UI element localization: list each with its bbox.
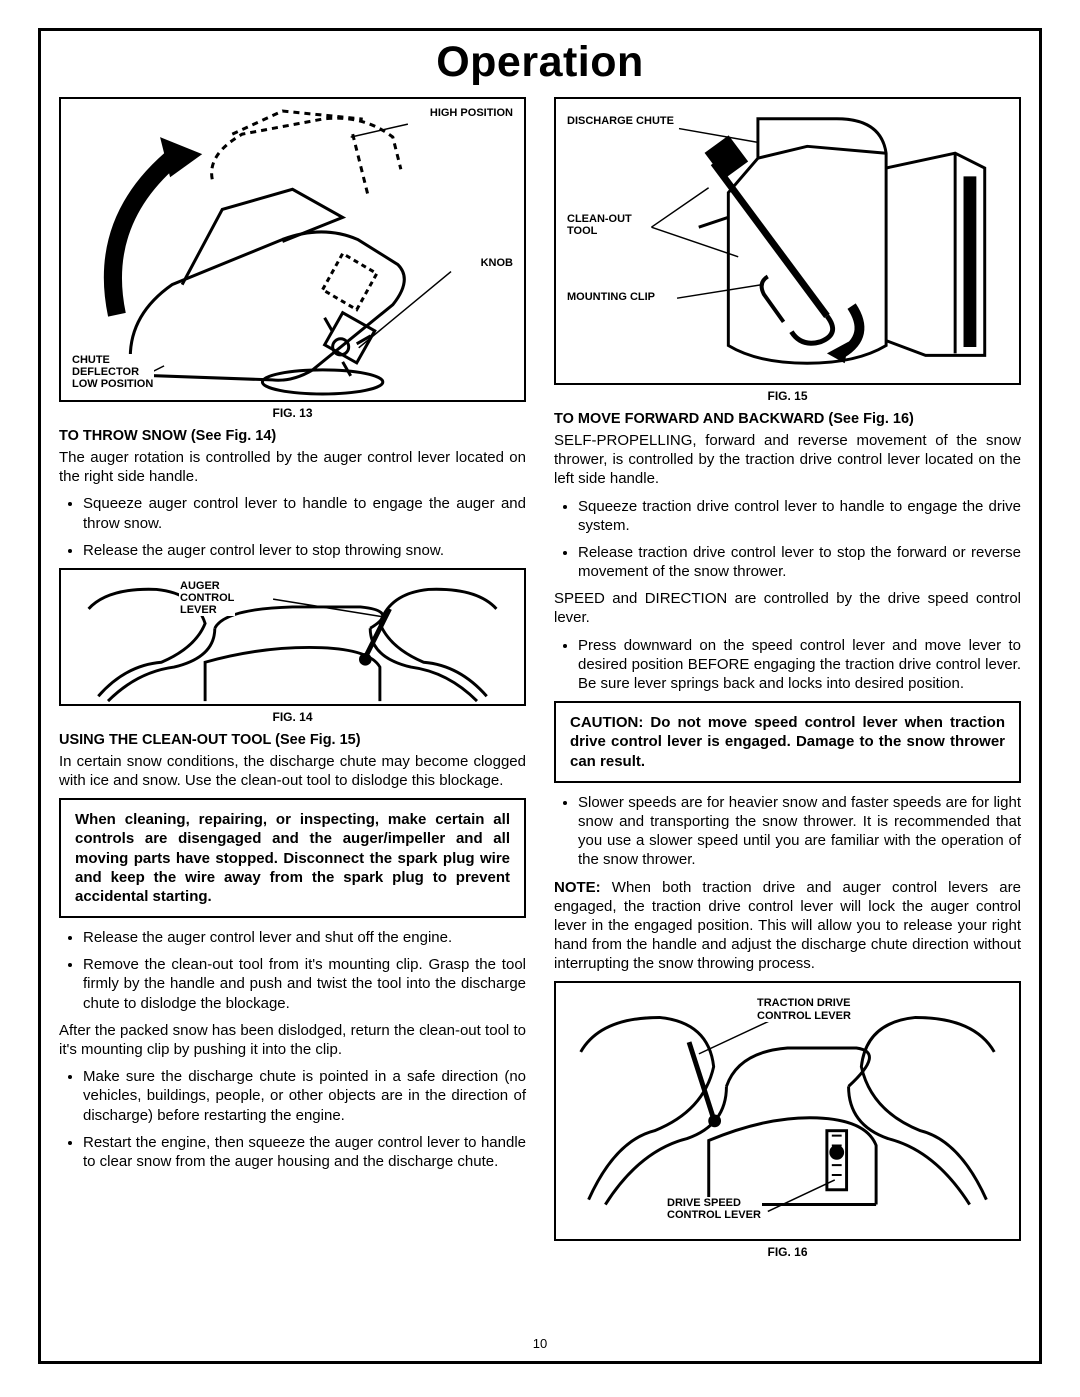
fig14-caption: FIG. 14 <box>59 710 526 725</box>
fig15-label-chute: DISCHARGE CHUTE <box>566 115 675 127</box>
fig13-label-knob: KNOB <box>480 257 514 269</box>
fig15-label-clip: MOUNTING CLIP <box>566 291 656 303</box>
fig16-caption: FIG. 16 <box>554 1245 1021 1260</box>
figure-14: AUGER CONTROL LEVER <box>59 568 526 706</box>
fig16-label-traction: TRACTION DRIVE CONTROL LEVER <box>756 997 852 1021</box>
move-b3: Press downward on the speed control leve… <box>578 636 1021 694</box>
move-body: SELF-PROPELLING, forward and reverse mov… <box>554 431 1021 489</box>
fig14-svg <box>61 570 524 704</box>
right-column: DISCHARGE CHUTE CLEAN-OUT TOOL MOUNTING … <box>554 94 1021 1267</box>
clean-b4: Restart the engine, then squeeze the aug… <box>83 1133 526 1171</box>
fig13-caption: FIG. 13 <box>59 406 526 421</box>
move-b4: Slower speeds are for heavier snow and f… <box>578 793 1021 870</box>
note-text: When both traction drive and auger contr… <box>554 879 1021 973</box>
figure-13: HIGH POSITION KNOB CHUTE DEFLECTOR LOW P… <box>59 97 526 402</box>
fig16-svg <box>556 983 1019 1239</box>
clean-after: After the packed snow has been dislodged… <box>59 1021 526 1059</box>
move-bullets: Squeeze traction drive control lever to … <box>554 497 1021 582</box>
throw-b2: Release the auger control lever to stop … <box>83 541 526 560</box>
fig15-label-tool: CLEAN-OUT TOOL <box>566 213 633 237</box>
clean-body: In certain snow conditions, the discharg… <box>59 752 526 790</box>
move-b1: Squeeze traction drive control lever to … <box>578 497 1021 535</box>
fig13-label-high: HIGH POSITION <box>429 107 514 119</box>
move-speed-body: SPEED and DIRECTION are controlled by th… <box>554 589 1021 627</box>
throw-body: The auger rotation is controlled by the … <box>59 448 526 486</box>
move-bullets3: Slower speeds are for heavier snow and f… <box>554 793 1021 870</box>
fig15-caption: FIG. 15 <box>554 389 1021 404</box>
fig16-label-speed: DRIVE SPEED CONTROL LEVER <box>666 1197 762 1221</box>
throw-b1: Squeeze auger control lever to handle to… <box>83 494 526 532</box>
figure-16: TRACTION DRIVE CONTROL LEVER DRIVE SPEED… <box>554 981 1021 1241</box>
page-border: Operation <box>38 28 1042 1364</box>
clean-b3: Make sure the discharge chute is pointed… <box>83 1067 526 1125</box>
page-title: Operation <box>59 31 1021 90</box>
move-caution: CAUTION: Do not move speed control lever… <box>554 701 1021 783</box>
column-wrap: HIGH POSITION KNOB CHUTE DEFLECTOR LOW P… <box>59 94 1021 1267</box>
throw-bullets: Squeeze auger control lever to handle to… <box>59 494 526 560</box>
clean-b1: Release the auger control lever and shut… <box>83 928 526 947</box>
note-label: NOTE: <box>554 879 601 896</box>
figure-15: DISCHARGE CHUTE CLEAN-OUT TOOL MOUNTING … <box>554 97 1021 385</box>
move-note: NOTE: When both traction drive and auger… <box>554 878 1021 974</box>
clean-b2: Remove the clean-out tool from it's moun… <box>83 955 526 1013</box>
move-heading: TO MOVE FORWARD AND BACKWARD (See Fig. 1… <box>554 410 1021 429</box>
clean-warning: When cleaning, repairing, or inspecting,… <box>59 798 526 918</box>
clean-bullets: Release the auger control lever and shut… <box>59 928 526 1013</box>
fig13-label-low: CHUTE DEFLECTOR LOW POSITION <box>71 354 154 390</box>
move-bullets2: Press downward on the speed control leve… <box>554 636 1021 694</box>
move-b2: Release traction drive control lever to … <box>578 543 1021 581</box>
left-column: HIGH POSITION KNOB CHUTE DEFLECTOR LOW P… <box>59 94 526 1267</box>
clean-bullets2: Make sure the discharge chute is pointed… <box>59 1067 526 1171</box>
clean-heading: USING THE CLEAN-OUT TOOL (See Fig. 15) <box>59 731 526 750</box>
page-number: 10 <box>533 1336 547 1353</box>
throw-heading: TO THROW SNOW (See Fig. 14) <box>59 427 526 446</box>
fig14-label: AUGER CONTROL LEVER <box>179 580 235 616</box>
fig15-svg <box>556 99 1019 383</box>
